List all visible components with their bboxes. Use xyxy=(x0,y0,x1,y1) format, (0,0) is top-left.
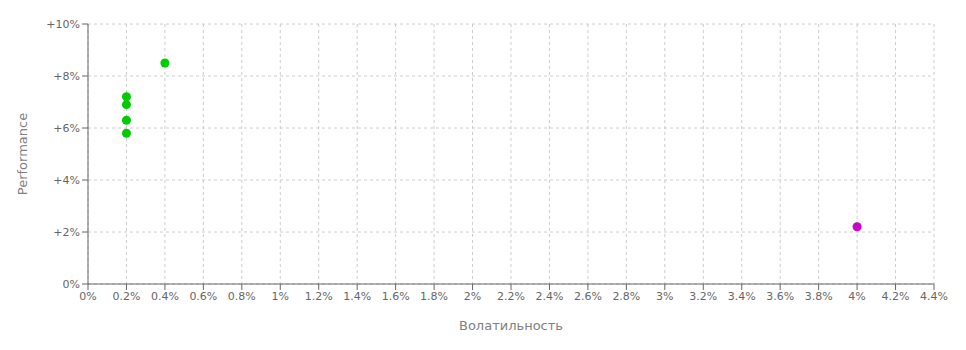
svg-text:4.4%: 4.4% xyxy=(920,290,948,303)
svg-text:1.4%: 1.4% xyxy=(343,290,371,303)
svg-text:2.4%: 2.4% xyxy=(535,290,563,303)
svg-text:0%: 0% xyxy=(63,278,80,291)
svg-text:2.6%: 2.6% xyxy=(574,290,602,303)
svg-text:1.6%: 1.6% xyxy=(382,290,410,303)
svg-text:0.8%: 0.8% xyxy=(228,290,256,303)
svg-text:2.2%: 2.2% xyxy=(497,290,525,303)
svg-text:3.4%: 3.4% xyxy=(728,290,756,303)
svg-text:Волатильность: Волатильность xyxy=(459,318,563,333)
svg-text:0.2%: 0.2% xyxy=(112,290,140,303)
svg-text:3.8%: 3.8% xyxy=(805,290,833,303)
svg-text:3%: 3% xyxy=(656,290,673,303)
svg-text:1.2%: 1.2% xyxy=(305,290,333,303)
svg-text:1%: 1% xyxy=(272,290,289,303)
svg-text:+2%: +2% xyxy=(53,226,80,239)
svg-text:3.6%: 3.6% xyxy=(766,290,794,303)
svg-text:4.2%: 4.2% xyxy=(882,290,910,303)
svg-text:0%: 0% xyxy=(79,290,96,303)
svg-text:Performance: Performance xyxy=(15,113,30,195)
svg-text:1.8%: 1.8% xyxy=(420,290,448,303)
svg-text:+6%: +6% xyxy=(53,122,80,135)
svg-text:0.6%: 0.6% xyxy=(189,290,217,303)
svg-text:0.4%: 0.4% xyxy=(151,290,179,303)
svg-text:+4%: +4% xyxy=(53,174,80,187)
svg-text:2%: 2% xyxy=(464,290,481,303)
svg-text:+10%: +10% xyxy=(46,18,80,31)
svg-text:4%: 4% xyxy=(848,290,865,303)
svg-text:+8%: +8% xyxy=(53,70,80,83)
svg-text:2.8%: 2.8% xyxy=(612,290,640,303)
svg-text:3.2%: 3.2% xyxy=(689,290,717,303)
